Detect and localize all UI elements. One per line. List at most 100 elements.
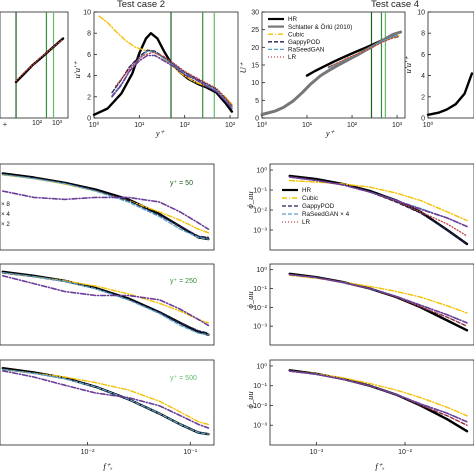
test-case-4-spectrum-3-xtick-label-0: 10⁻³ xyxy=(309,449,323,456)
legend-right-label-2: GappyPOD xyxy=(302,203,335,210)
test-case-4-spectrum-2-series-hr xyxy=(288,272,469,332)
legend-right-label-0: HR xyxy=(302,187,312,194)
test-case-2-u-variance-series-hr xyxy=(92,32,234,117)
test-case-2-spectrum-y500-series-raseedgan xyxy=(2,368,210,435)
test-case-4-right-fragment-xtick-label-0: 10⁰ xyxy=(423,121,434,129)
legend-right-label-1: Cubic xyxy=(302,195,318,202)
test-case-4-spectrum-2-ytick-label-0: 10⁻³ xyxy=(253,324,267,331)
p4-ylabel: u′u′⁺ xyxy=(403,55,413,73)
r2-ylabel: ϕ_uu xyxy=(245,291,255,308)
test-case-2-left-fragment-frame xyxy=(0,11,69,119)
test-case-4-spectrum-2-ytick-label-2: 10⁻¹ xyxy=(253,286,267,293)
test-case-4-spectrum-1-ytick-label-3: 10⁰ xyxy=(256,167,267,175)
test-case-2-spectrum-y250-frame xyxy=(0,263,215,346)
test-case-4-spectrum-2-series-raseedgan-4 xyxy=(289,273,468,324)
test-case-4-spectrum-1-ytick-label-2: 10⁻¹ xyxy=(253,188,267,195)
test-case-2-u-variance-xtick-label-0: 10⁰ xyxy=(89,121,100,129)
p2-ylabel: u′u′⁺ xyxy=(72,60,82,78)
test-case-4-spectrum-1-frame xyxy=(269,163,474,251)
test-case-4-right-fragment-ytick-label-4: 8 xyxy=(421,31,425,38)
test-case-4-right-fragment-frame xyxy=(427,11,474,119)
test-case-4-mean-velocity-series-lr xyxy=(327,36,400,68)
test-case-4-spectrum-3-frame xyxy=(269,359,474,446)
test-case-4-right-fragment-ytick-label-5: 10 xyxy=(417,10,425,17)
left-legend-x2: × 2 xyxy=(1,221,10,228)
annotation-y50: y⁺ = 50 xyxy=(170,180,193,187)
test-case-4-spectrum-3-series-purple xyxy=(288,370,468,423)
test-case-4-mean-velocity-ytick-label-3: 15 xyxy=(251,63,259,70)
test-case-2-spectrum-y50-series-hr xyxy=(1,172,210,241)
test-case-4-mean-velocity-ytick-label-4: 20 xyxy=(251,45,259,52)
test-case-4-spectrum-3-series-hr xyxy=(288,369,469,433)
frag-xlabel: + xyxy=(2,119,8,129)
legend-top-label-5: LR xyxy=(288,54,297,61)
test-case-2-u-variance-ytick-label-3: 6 xyxy=(87,52,91,59)
test-case-4-spectrum-3-series-raseedgan-4 xyxy=(289,370,468,423)
test-case-4-spectrum-2-series-cubic xyxy=(289,274,468,314)
test-case-2-spectrum-y500-series-purple xyxy=(1,369,210,429)
test-case-4-mean-velocity-ytick-label-0: 0 xyxy=(255,116,259,123)
title-test-case-2: Test case 2 xyxy=(117,0,165,10)
test-case-2-u-variance-series-gappypod xyxy=(111,49,233,107)
test-case-4-spectrum-2-series-lr xyxy=(289,273,468,327)
r1-ylabel: ϕ_uu xyxy=(245,191,255,208)
legend-right-label-4: LR xyxy=(302,219,311,226)
title-test-case-4: Test case 4 xyxy=(371,0,419,10)
p3-xlabel: y⁺ xyxy=(325,128,336,138)
test-case-4-mean-velocity-ytick-label-5: 25 xyxy=(251,27,259,34)
test-case-2-u-variance-ytick-label-4: 8 xyxy=(87,31,91,38)
test-case-4-spectrum-3-ytick-label-0: 10⁻³ xyxy=(253,423,267,430)
test-case-2-u-variance-series-lr xyxy=(114,51,233,106)
test-case-4-spectrum-1-ytick-label-0: 10⁻³ xyxy=(253,228,267,235)
test-case-4-mean-velocity-xtick-label-2: 10² xyxy=(347,122,358,129)
test-case-4-spectrum-3-series-cubic xyxy=(289,370,468,417)
legend-right-label-3: RaSeedGAN × 4 xyxy=(302,211,350,218)
test-case-4-spectrum-1-series-cubic xyxy=(289,179,468,222)
test-case-4-mean-velocity-xtick-label-1: 10¹ xyxy=(302,122,313,129)
test-case-4-spectrum-2-frame xyxy=(269,263,474,346)
test-case-4-right-fragment-ytick-label-0: 0 xyxy=(421,116,425,123)
p2-xlabel: y⁺ xyxy=(155,128,166,138)
test-case-2-u-variance-ytick-label-5: 10 xyxy=(83,10,91,17)
left-legend-x4: × 4 xyxy=(1,211,10,218)
test-case-2-spectrum-y500-frame xyxy=(0,359,215,446)
test-case-4-mean-velocity-xtick-label-3: 10³ xyxy=(392,122,403,129)
test-case-4-spectrum-2-series-purple xyxy=(288,273,468,324)
test-case-4-spectrum-2-ytick-label-1: 10⁻² xyxy=(253,305,267,312)
test-case-4-spectrum-1-ytick-label-1: 10⁻² xyxy=(253,208,267,215)
test-case-2-spectrum-y50-series-raseedgan xyxy=(2,173,210,240)
p3-ylabel: U⁺ xyxy=(238,61,248,73)
test-case-2-spectrum-y500-series-cubic xyxy=(2,368,210,426)
test-case-2-spectrum-y250-series-purple xyxy=(1,274,210,327)
test-case-4-mean-velocity-series-schlatter-rl-2010- xyxy=(260,30,403,116)
test-case-4-spectrum-3-ytick-label-3: 10⁰ xyxy=(256,362,267,370)
test-case-2-u-variance-ytick-label-0: 0 xyxy=(87,116,91,123)
test-case-2-u-variance-ytick-label-2: 4 xyxy=(87,73,91,80)
test-case-4-right-fragment-series-hr xyxy=(426,72,474,117)
test-case-4-mean-velocity-xtick-label-0: 10⁰ xyxy=(257,121,268,129)
test-case-2-spectrum-y50-frame xyxy=(0,163,215,251)
r3-ylabel: ϕ_uu xyxy=(245,391,255,408)
right-col-xlabel: f⁺ₓ xyxy=(375,461,385,471)
left-legend-x8: × 8 xyxy=(1,201,10,208)
frag-xtick-2: 10³ xyxy=(52,120,63,127)
test-case-2-u-variance-frame xyxy=(93,11,239,119)
test-case-4-mean-velocity-ytick-label-1: 5 xyxy=(255,98,259,105)
test-case-2-spectrum-y500-xtick-label-1: 10⁻¹ xyxy=(183,449,197,456)
test-case-4-right-fragment-ytick-label-3: 6 xyxy=(421,52,425,59)
test-case-4-mean-velocity-ytick-label-2: 10 xyxy=(251,80,259,87)
legend-top-label-0: HR xyxy=(288,16,298,23)
legend-top-label-4: RaSeedGAN xyxy=(288,47,325,54)
test-case-2-u-variance-series-purple xyxy=(111,54,233,110)
test-case-4-spectrum-1-series-purple xyxy=(288,176,468,228)
test-case-2-u-variance-xtick-label-1: 10¹ xyxy=(134,122,145,129)
test-case-2-spectrum-y500-xtick-label-0: 10⁻² xyxy=(81,449,95,456)
frag-xtick-1: 10² xyxy=(32,120,43,127)
legend-top-label-1: Schlatter & Örlü (2010) xyxy=(288,23,352,31)
left-col-xlabel: f⁺ₓ xyxy=(103,461,113,471)
annotation-y500: y⁺ = 500 xyxy=(170,375,197,382)
test-case-2-left-fragment-series-lr xyxy=(15,38,64,82)
test-case-4-spectrum-3-ytick-label-1: 10⁻² xyxy=(253,403,267,410)
